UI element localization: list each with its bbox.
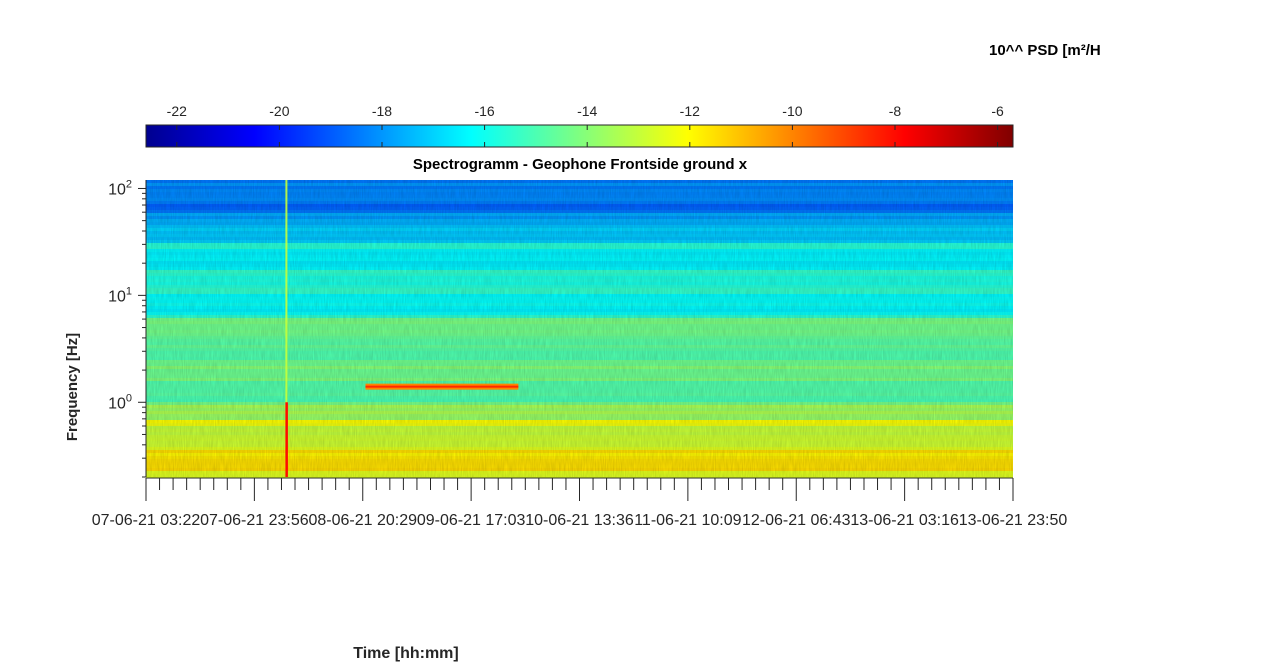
x-axis-label: Time [hh:mm] (353, 645, 458, 662)
x-tick-label: 07-06-21 03:22 (92, 512, 201, 529)
colorbar-tick-label: -18 (372, 103, 392, 119)
x-tick-label: 10-06-21 13:36 (525, 512, 634, 529)
colorbar-ticks: -22 -20 -18 -16 -14 -12 -10 -8 -6 (167, 103, 1004, 147)
heatmap-grain (146, 180, 1013, 477)
x-tick-label: 08-06-21 20:29 (308, 512, 417, 529)
colorbar-label: 10^^ PSD [m²/H (989, 42, 1101, 59)
x-tick-label: 13-06-21 03:16 (850, 512, 959, 529)
chart-title: Spectrogramm - Geophone Frontside ground… (413, 156, 748, 173)
spike-line (285, 180, 288, 477)
colorbar-tick-label: -16 (474, 103, 494, 119)
x-tick-label: 13-06-21 23:50 (959, 512, 1068, 529)
colorbar-tick-label: -10 (782, 103, 802, 119)
colorbar-tick-label: -8 (889, 103, 902, 119)
heatmap-features (285, 180, 519, 477)
y-axis-label: Frequency [Hz] (64, 333, 81, 441)
colorbar-tick-label: -6 (991, 103, 1004, 119)
colorbar-tick-label: -14 (577, 103, 597, 119)
x-tick-label: 12-06-21 06:43 (742, 512, 851, 529)
spike-core (285, 402, 288, 477)
colorbar-tick-label: -12 (680, 103, 700, 119)
x-tick-label: 09-06-21 17:03 (417, 512, 526, 529)
x-tick-label: 11-06-21 10:09 (634, 512, 741, 529)
x-tick-label: 07-06-21 23:56 (200, 512, 309, 529)
colorbar-scale (145, 124, 1014, 148)
y-tick-label: 100 (108, 392, 132, 412)
y-tick-label: 101 (108, 285, 132, 305)
colorbar-tick-label: -20 (269, 103, 289, 119)
plot-area (146, 180, 1013, 478)
y-tick-label: 102 (108, 178, 132, 198)
colorbar: -22 -20 -18 -16 -14 -12 -10 -8 -6 (145, 103, 1014, 148)
y-axis: 102 101 100 (108, 178, 147, 478)
x-axis: 07-06-21 03:22 07-06-21 23:56 08-06-21 20:… (92, 477, 1068, 529)
band-core (365, 385, 519, 388)
colorbar-tick-label: -22 (167, 103, 187, 119)
